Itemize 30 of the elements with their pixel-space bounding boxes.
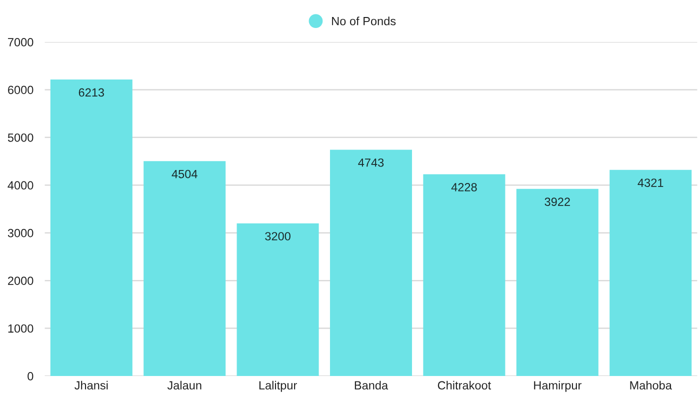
y-tick-label: 1000 bbox=[8, 324, 34, 333]
data-label: 6213 bbox=[78, 88, 104, 97]
x-tick-label: Hamirpur bbox=[534, 380, 582, 392]
bar bbox=[236, 223, 319, 376]
y-tick-label: 0 bbox=[28, 372, 34, 380]
bar bbox=[144, 161, 226, 376]
bar bbox=[330, 150, 412, 376]
bar bbox=[423, 174, 506, 376]
x-tick-label: Chitrakoot bbox=[438, 380, 492, 390]
data-label: 4743 bbox=[358, 158, 384, 167]
data-label: 4321 bbox=[638, 178, 664, 187]
data-label: 4504 bbox=[172, 170, 198, 178]
x-tick-label: Jalaun bbox=[167, 380, 202, 390]
legend-label: No of Ponds bbox=[332, 16, 396, 26]
bar bbox=[610, 170, 692, 376]
y-tick-label: 4000 bbox=[8, 181, 34, 190]
x-tick-label: Jhansi bbox=[74, 380, 108, 390]
data-label: 3922 bbox=[544, 198, 570, 206]
y-tick-label: 2000 bbox=[8, 276, 34, 285]
data-label: 3200 bbox=[265, 232, 290, 240]
y-tick-label: 3000 bbox=[8, 228, 34, 238]
x-tick-label: Banda bbox=[354, 380, 388, 390]
y-tick-label: 5000 bbox=[8, 133, 34, 142]
bar bbox=[50, 80, 132, 376]
data-label: 4228 bbox=[451, 183, 477, 192]
x-tick-label: Mahoba bbox=[630, 380, 672, 390]
y-tick-label: 7000 bbox=[8, 38, 34, 46]
x-tick-label: Lalitpur bbox=[259, 380, 297, 392]
bar bbox=[516, 188, 598, 376]
y-tick-label: 6000 bbox=[8, 86, 34, 94]
